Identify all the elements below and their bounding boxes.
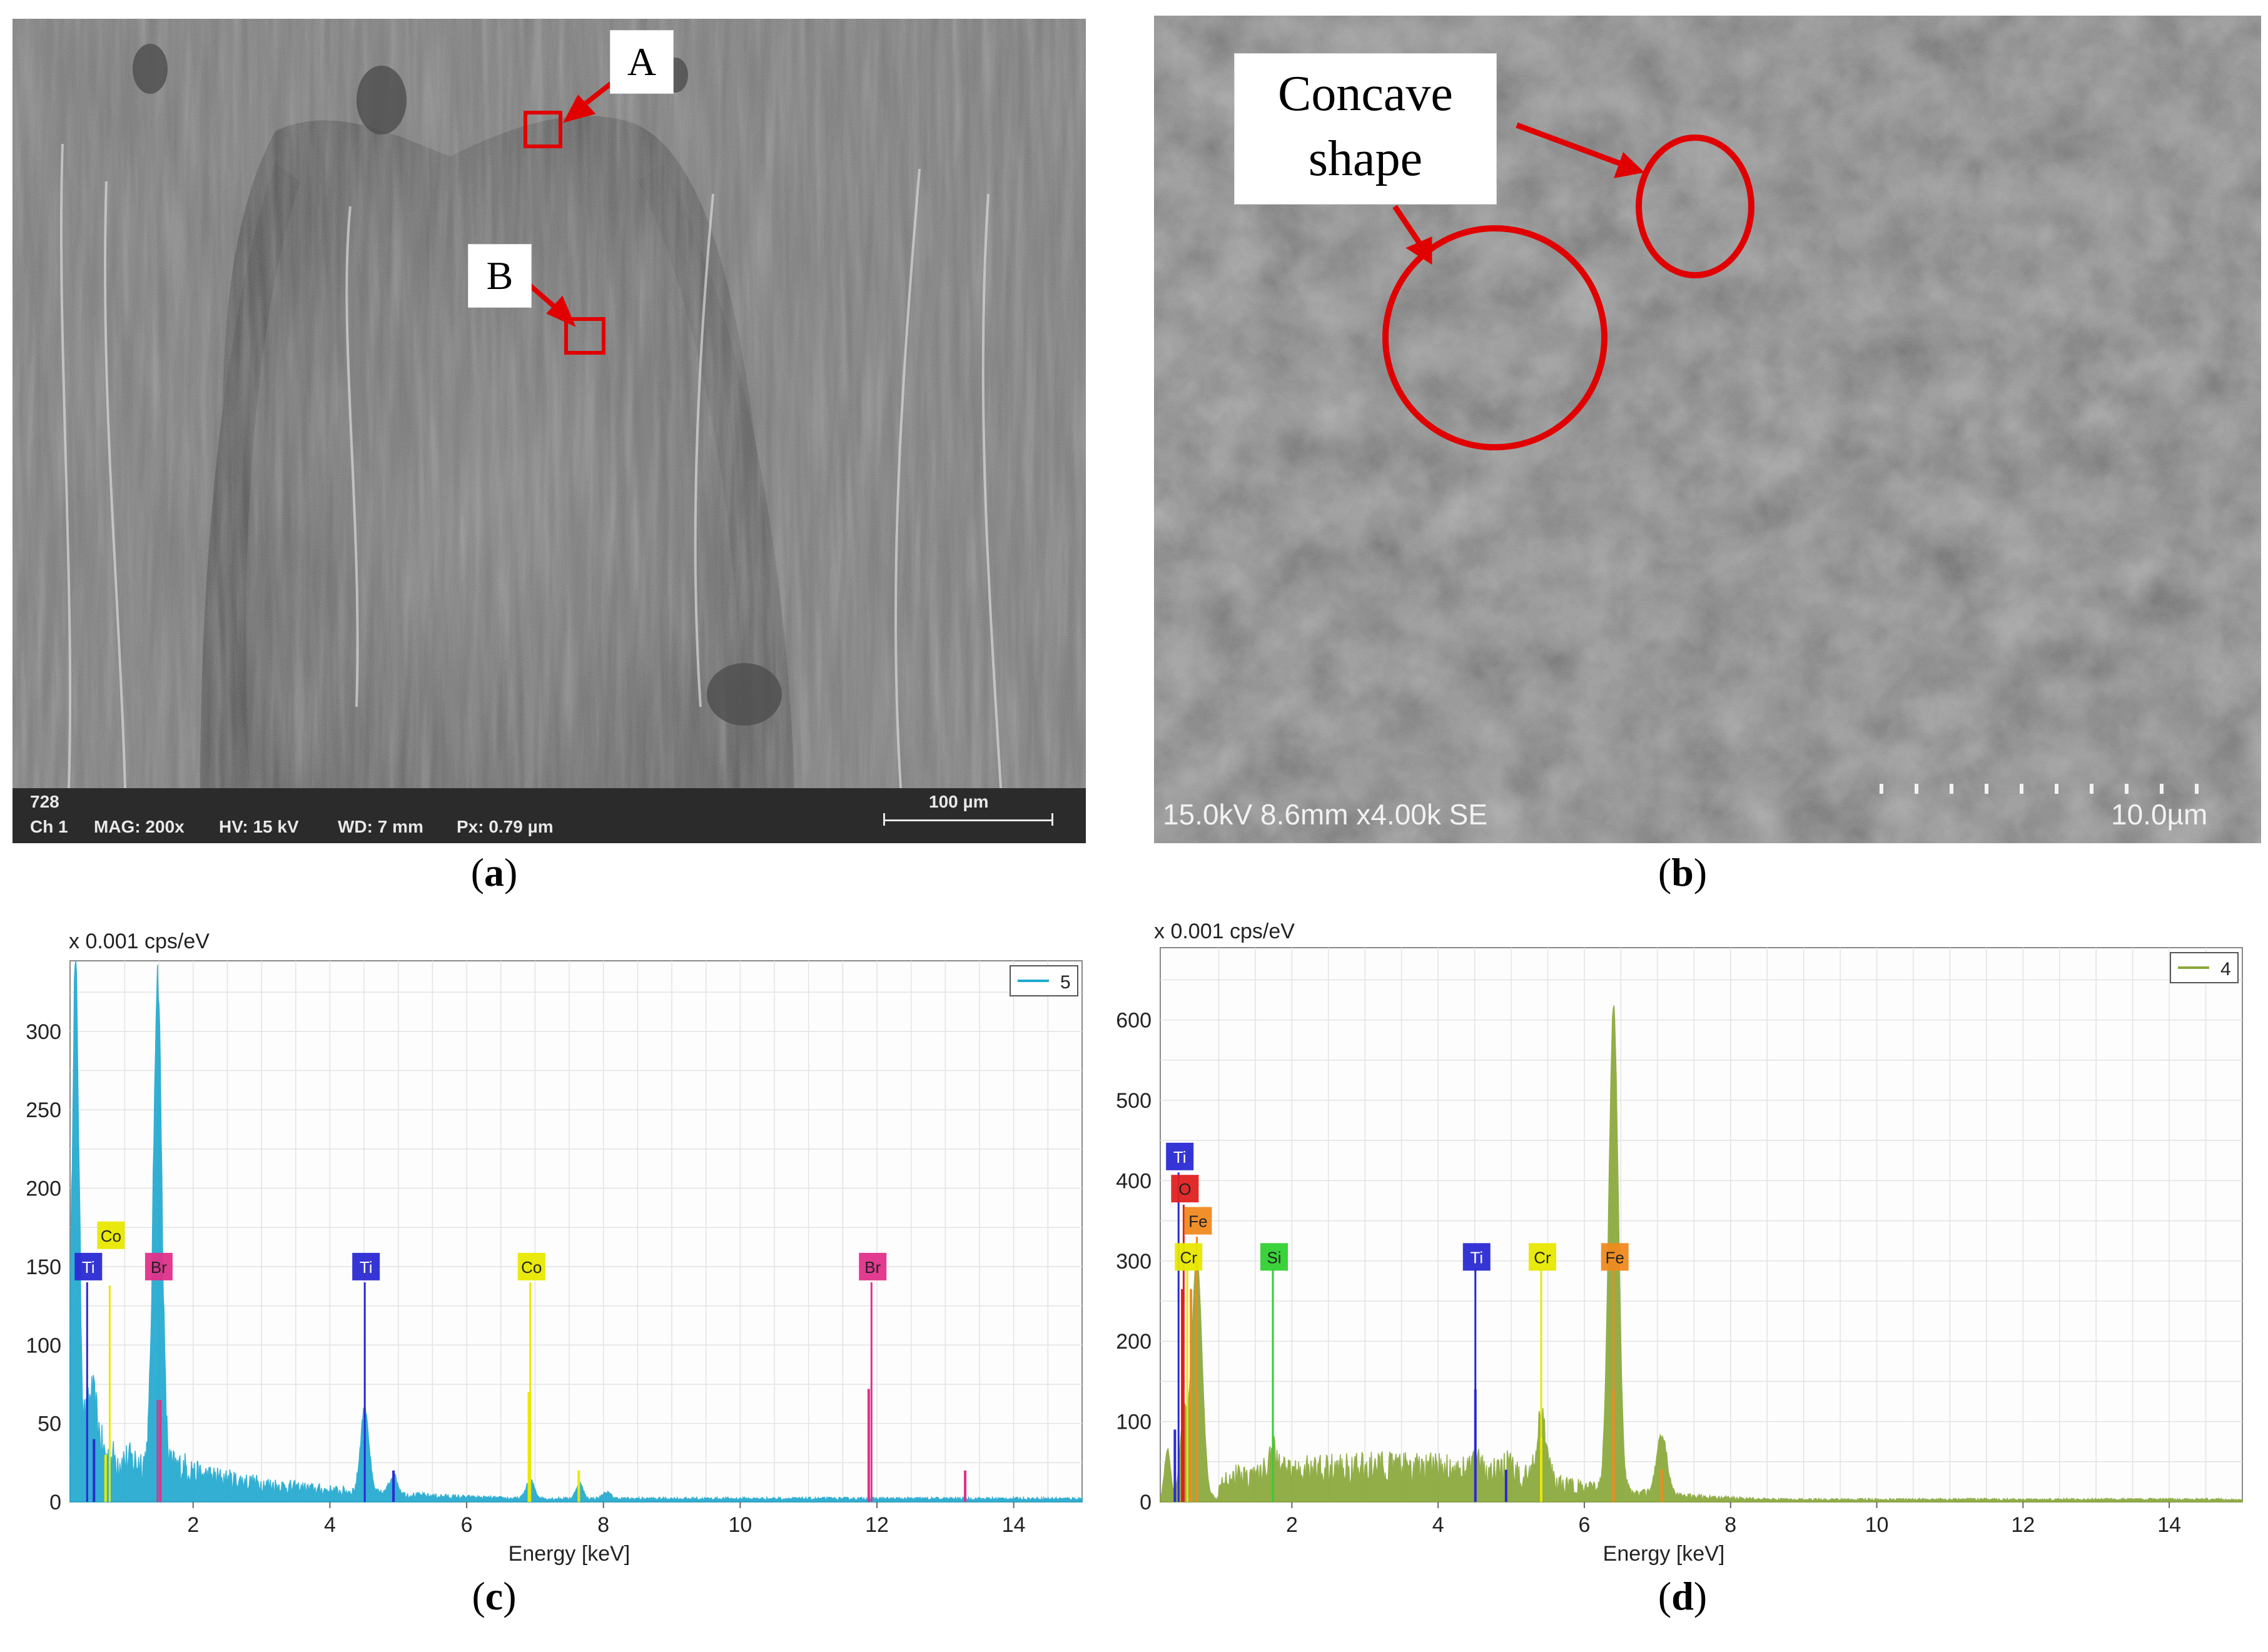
region-box-a xyxy=(524,111,562,148)
legend-label: 5 xyxy=(1060,972,1071,993)
label-b: B xyxy=(468,244,532,308)
element-label: O xyxy=(1178,1180,1191,1198)
element-label: Cr xyxy=(1534,1248,1551,1267)
y-tick-label: 50 xyxy=(38,1412,61,1436)
info-wd: WD: 7 mm xyxy=(338,817,423,836)
spectrum-series xyxy=(1160,1005,2243,1503)
element-label: Br xyxy=(864,1258,881,1277)
element-badge xyxy=(1601,1243,1629,1271)
x-tick-label: 4 xyxy=(324,1513,336,1537)
element-badge xyxy=(352,1252,380,1280)
x-tick-label: 14 xyxy=(2157,1513,2181,1537)
y-tick-label: 200 xyxy=(26,1177,61,1201)
element-badge xyxy=(1529,1243,1557,1271)
element-badge xyxy=(1175,1243,1203,1271)
scale-ticks-b xyxy=(1880,784,2199,794)
y-tick-label: 250 xyxy=(26,1098,61,1122)
element-label: Co xyxy=(101,1227,121,1245)
y-tick-label: 100 xyxy=(1116,1411,1152,1434)
element-label: Co xyxy=(521,1258,542,1277)
element-badge xyxy=(517,1252,545,1280)
y-tick-label: 600 xyxy=(1116,1009,1152,1033)
concave-shape-label: Concave shape xyxy=(1234,53,1497,205)
element-badge xyxy=(1184,1207,1212,1235)
info-id: 728 xyxy=(30,792,59,811)
element-badge xyxy=(74,1252,103,1280)
unit-label-c: x 0.001 cps/eV xyxy=(69,930,210,953)
legend-label: 4 xyxy=(2220,959,2231,980)
x-tick-label: 14 xyxy=(1002,1513,1026,1537)
panel-b: Concave shape 15.0kV 8.6mm x4.00k SE 10.… xyxy=(1154,16,2261,843)
info-mag: MAG: 200x xyxy=(94,817,185,836)
x-tick-label: 10 xyxy=(1865,1513,1889,1537)
xlabel-d: Energy [keV] xyxy=(1602,1542,1725,1566)
unit-label-d: x 0.001 cps/eV xyxy=(1154,920,1295,943)
x-tick-label: 10 xyxy=(728,1513,752,1537)
plot-area xyxy=(1160,947,2243,1503)
element-badge xyxy=(1166,1142,1194,1170)
y-tick-label: 0 xyxy=(1140,1491,1152,1514)
x-tick-label: 4 xyxy=(1432,1513,1444,1537)
region-box-b xyxy=(564,317,605,355)
x-tick-label: 2 xyxy=(1286,1513,1298,1537)
element-label: Ti xyxy=(82,1258,95,1277)
caption-d: (d) xyxy=(1658,1574,1708,1618)
concave-circle-large xyxy=(1382,225,1607,450)
spectrum-svg-d: Ti O Fe Cr Si Ti Cr Fe 2 4 6 8 10 12 14 0 100 200 300 400 50… xyxy=(1116,947,2243,1537)
spectrum-series xyxy=(69,960,1083,1503)
grid xyxy=(70,961,1082,1502)
spectrum-svg-c: Ti Co Br Ti Co Br 2 4 6 8 10 12 14 0 50 100 150 200 250 300… xyxy=(26,960,1083,1537)
concave-circle-small xyxy=(1636,134,1754,278)
element-label: Fe xyxy=(1606,1248,1624,1267)
element-label: Ti xyxy=(1173,1148,1187,1167)
y-tick-label: 100 xyxy=(26,1334,61,1357)
element-badge xyxy=(1171,1175,1199,1203)
chart-d: x 0.001 cps/eV Ti O Fe Cr Si Ti Cr Fe 2 4 6 8 10 12 14… xyxy=(1101,920,2268,1576)
panel-a: A B 728 Ch 1 MAG: 200x HV: 15 kV WD: 7 m… xyxy=(13,19,1086,843)
y-tick-label: 200 xyxy=(1116,1330,1152,1354)
element-badge xyxy=(1462,1243,1491,1271)
scale-bar-a xyxy=(883,819,1053,821)
x-tick-label: 2 xyxy=(187,1513,199,1537)
x-tick-label: 12 xyxy=(865,1513,889,1537)
y-tick-label: 150 xyxy=(26,1255,61,1279)
element-label: Br xyxy=(151,1258,167,1277)
y-tick-label: 0 xyxy=(49,1491,61,1514)
sem-info-b: 15.0kV 8.6mm x4.00k SE xyxy=(1163,798,1488,831)
info-px: Px: 0.79 µm xyxy=(457,817,554,836)
xlabel-c: Energy [keV] xyxy=(508,1542,630,1566)
y-tick-label: 500 xyxy=(1116,1089,1152,1113)
sem-image-b xyxy=(1154,16,2261,843)
chart-c: x 0.001 cps/eV Ti Co Br Ti Co Br 2 4 6 8 10 12 14 0 50… xyxy=(0,920,1101,1576)
element-badge xyxy=(97,1221,125,1249)
grid xyxy=(1160,948,2242,1502)
x-tick-label: 8 xyxy=(1724,1513,1736,1537)
x-tick-label: 6 xyxy=(1579,1513,1591,1537)
element-label: Ti xyxy=(1470,1248,1483,1267)
x-tick-label: 6 xyxy=(461,1513,473,1537)
element-badge xyxy=(1260,1243,1288,1271)
element-label: Fe xyxy=(1188,1212,1207,1231)
sem-infobar-a: 728 Ch 1 MAG: 200x HV: 15 kV WD: 7 mm Px… xyxy=(13,788,1086,843)
element-label: Cr xyxy=(1180,1248,1198,1267)
scale-label-b: 10.0µm xyxy=(2111,798,2208,831)
scale-label-a: 100 µm xyxy=(929,792,989,811)
element-label: Ti xyxy=(360,1258,373,1277)
info-hv: HV: 15 kV xyxy=(219,817,299,836)
y-tick-label: 400 xyxy=(1116,1169,1152,1193)
caption-b: (b) xyxy=(1658,850,1708,894)
element-label: Si xyxy=(1267,1248,1281,1267)
x-tick-label: 12 xyxy=(2011,1513,2035,1537)
sem-image-a xyxy=(13,19,1086,843)
plot-area xyxy=(69,960,1083,1503)
caption-c: (c) xyxy=(472,1574,517,1618)
x-tick-label: 8 xyxy=(597,1513,609,1537)
element-badge xyxy=(859,1252,887,1280)
y-tick-label: 300 xyxy=(1116,1250,1152,1274)
y-tick-label: 300 xyxy=(26,1020,61,1044)
info-channel: Ch 1 xyxy=(30,817,68,836)
element-badge xyxy=(144,1252,173,1280)
caption-a: (a) xyxy=(470,850,518,894)
label-a: A xyxy=(610,30,674,94)
